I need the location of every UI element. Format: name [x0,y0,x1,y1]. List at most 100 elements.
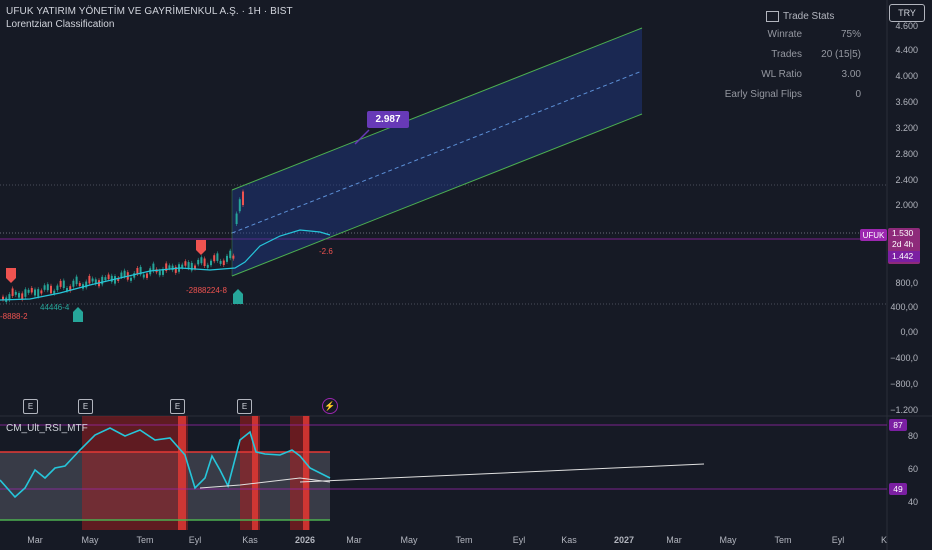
price-scale-label: 800,0 [895,278,918,288]
candle [206,264,209,268]
candle [238,199,241,212]
earnings-marker[interactable]: E [237,399,252,414]
candle [69,286,72,291]
candle [219,260,222,264]
price-scale-label: 3.600 [895,97,918,107]
stats-row-early-flips: Early Signal Flips 0 [724,88,861,100]
candle [197,259,200,265]
candle [24,289,27,297]
candle [200,257,203,264]
candle [37,289,40,297]
time-axis-label: Mar [27,535,43,545]
stats-icon [766,10,779,22]
price-scale-label: −400,0 [890,353,918,363]
price-scale-label: 2.000 [895,200,918,210]
time-axis-label: Tem [774,535,792,545]
price-scale-label: 2.800 [895,149,918,159]
secondary-price: 1.442 [888,251,920,262]
candle [40,290,43,294]
candle [30,287,33,293]
candle [66,288,68,292]
price-scale-label: 4.600 [895,21,918,31]
candle [120,272,123,278]
candle [232,255,235,259]
candle [226,255,228,262]
candle [2,296,4,300]
time-axis-label: Eyl [831,535,845,545]
time-axis-label: Eyl [188,535,202,545]
rsi-scale-60: 60 [907,464,918,474]
candle [171,265,174,271]
candle [53,290,56,294]
indicator-name[interactable]: Lorentzian Classification [6,19,115,30]
trade-stats-title: Trade Stats [783,10,835,22]
rsi-scale-40: 40 [907,497,918,507]
lightning-icon[interactable]: ⚡ [322,398,338,414]
price-callout[interactable]: 2.987 [367,111,409,128]
signal-label-mid-red: -2888224-8 [186,286,227,295]
signal-label-left-red: -8888-2 [0,312,28,321]
time-axis-label: May [400,535,418,545]
candle [181,264,184,268]
candle [242,191,244,206]
candle [203,258,206,266]
candle [114,276,116,284]
last-price: 1.530 [892,228,914,238]
candle [43,285,46,290]
candle [210,260,212,266]
candle [46,284,49,291]
candle [142,274,145,278]
candle [21,293,24,300]
time-axis-label: Eyl [512,535,526,545]
rsi-tag-bottom: 49 [889,483,907,495]
time-axis-label: Mar [346,535,362,545]
candle [229,250,232,259]
candle [190,262,193,271]
candle [78,282,81,286]
currency-button[interactable]: TRY [889,4,925,22]
candle [152,263,155,272]
time-axis-label: 2027 [613,535,635,545]
bar-countdown: 2d 4h [892,239,914,249]
stats-row-winrate: Winrate 75% [767,28,861,40]
earnings-marker[interactable]: E [23,399,38,414]
candle [187,262,190,269]
candle [14,291,17,295]
candle [88,275,91,284]
symbol-title[interactable]: UFUK YATIRIM YÖNETİM VE GAYRİMENKUL A.Ş.… [6,6,293,17]
price-scale-label: 2.400 [895,175,918,185]
time-axis-label: Mar [666,535,682,545]
trade-stats-table: Trade Stats Winrate 75% Trades 20 (15|5) W… [724,8,875,104]
candle [94,279,97,284]
candle [8,294,11,301]
price-scale-label: −800,0 [890,379,918,389]
candle [146,273,148,278]
rsi-scale-80: 80 [907,431,918,441]
candle [136,267,139,274]
candle [222,260,225,266]
price-scale-label: 400,00 [890,302,918,312]
candle [107,274,110,280]
rsi-indicator-name[interactable]: CM_Ult_RSI_MTF [6,423,88,434]
time-axis-label: 2026 [294,535,316,545]
candle [168,265,171,269]
price-scale-label: 4.400 [895,45,918,55]
price-scale-label: 4.000 [895,71,918,81]
price-scale-label: 3.200 [895,123,918,133]
candle [91,278,94,282]
earnings-marker[interactable]: E [170,399,185,414]
candle [62,280,65,289]
candle [158,270,161,276]
candle [162,268,164,275]
price-tag: 1.530 2d 4h 1.442 [888,228,920,264]
candle [11,288,14,296]
candle [34,289,36,296]
time-axis-label: K [880,535,888,545]
candle [101,276,104,285]
trade-stats-header: Trade Stats [740,8,875,24]
earnings-marker[interactable]: E [78,399,93,414]
candle [18,293,20,298]
price-scale-label: 0,00 [900,327,918,337]
stats-row-wl-ratio: WL Ratio 3.00 [761,68,861,80]
